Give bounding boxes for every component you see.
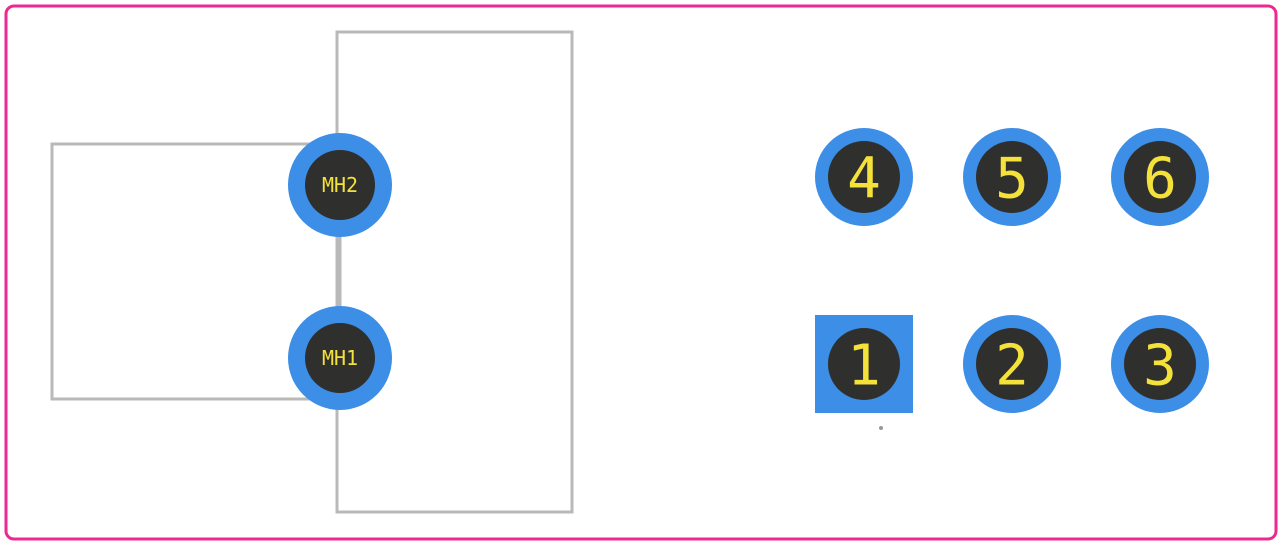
pad-label: 1 [847, 334, 881, 399]
pad: 2 [963, 315, 1061, 413]
pad-label: 2 [995, 334, 1029, 399]
pad: 5 [963, 128, 1061, 226]
mounting-hole-label: MH1 [322, 346, 358, 370]
pad: 3 [1111, 315, 1209, 413]
pad-label: 3 [1143, 334, 1177, 399]
footprint-diagram: MH2 MH1 4 5 6 1 2 3 [0, 0, 1282, 545]
mounting-hole-label: MH2 [322, 173, 358, 197]
pad: 4 [815, 128, 913, 226]
mounting-hole: MH2 [288, 133, 392, 237]
pad-label: 4 [847, 147, 881, 212]
pad-label: 5 [995, 147, 1029, 212]
origin-marker-icon [879, 426, 883, 430]
silk-layer [52, 32, 572, 512]
pad: 6 [1111, 128, 1209, 226]
origin-layer [879, 426, 883, 430]
pad-layer: 4 5 6 1 2 3 [815, 128, 1209, 413]
border-rect [6, 6, 1276, 539]
mounting-hole: MH1 [288, 306, 392, 410]
silk-rect [337, 32, 572, 512]
pad-label: 6 [1143, 147, 1177, 212]
pad: 1 [815, 315, 913, 413]
outer-border [6, 6, 1276, 539]
